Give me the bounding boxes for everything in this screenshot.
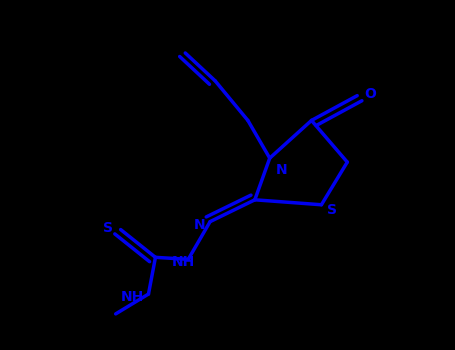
Text: NH: NH: [172, 255, 195, 269]
Text: S: S: [328, 203, 338, 217]
Text: N: N: [193, 218, 205, 232]
Text: NH: NH: [120, 290, 143, 304]
Text: S: S: [103, 220, 113, 234]
Text: N: N: [276, 163, 287, 177]
Text: O: O: [364, 87, 376, 101]
